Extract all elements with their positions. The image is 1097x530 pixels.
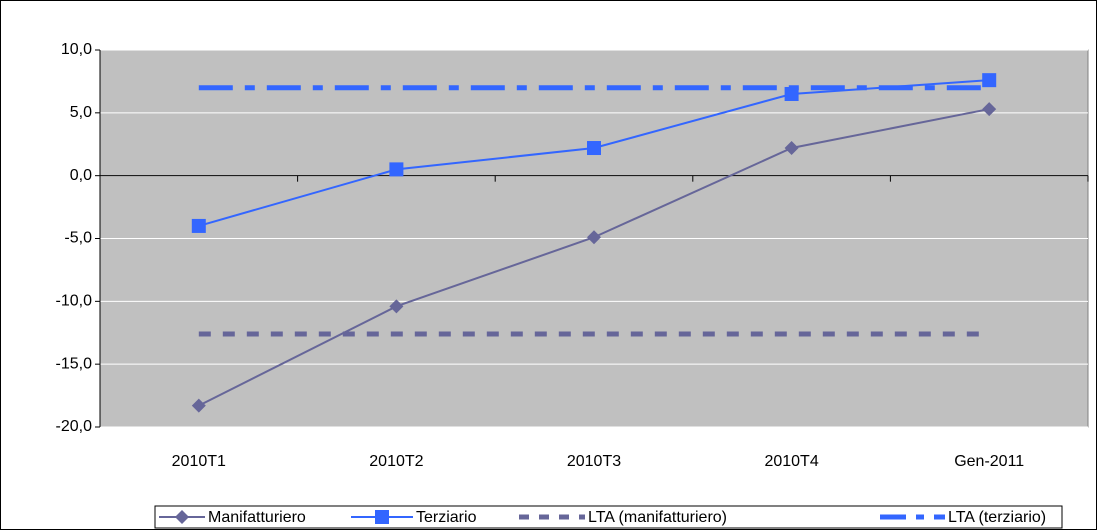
y-tick-label: -5,0 xyxy=(64,230,92,247)
y-tick-label: 10,0 xyxy=(61,41,92,58)
legend-marker xyxy=(175,510,189,524)
data-point xyxy=(587,230,601,245)
x-tick-label: 2010T3 xyxy=(567,453,621,470)
legend-marker xyxy=(375,510,389,524)
data-point xyxy=(982,102,997,117)
legend-label: LTA (manifatturiero) xyxy=(588,509,727,526)
legend-label: Terziario xyxy=(416,509,477,526)
data-point xyxy=(191,398,206,413)
y-tick-label: -20,0 xyxy=(56,418,93,435)
data-point xyxy=(191,218,206,233)
y-tick-label: 0,0 xyxy=(70,167,92,184)
x-tick-label: Gen-2011 xyxy=(954,453,1024,470)
y-tick-label: 5,0 xyxy=(70,104,92,121)
x-tick-label: 2010T2 xyxy=(369,453,423,470)
legend-label: LTA (terziario) xyxy=(948,509,1046,526)
data-point xyxy=(587,141,601,156)
y-tick-label: -15,0 xyxy=(56,355,93,372)
data-point xyxy=(389,162,404,177)
data-point xyxy=(784,141,799,156)
legend-label: Manifatturiero xyxy=(208,509,306,526)
x-tick-label: 2010T1 xyxy=(172,453,226,470)
x-tick-label: 2010T4 xyxy=(764,453,818,470)
y-tick-label: -10,0 xyxy=(56,293,93,310)
data-point xyxy=(982,73,997,88)
data-point xyxy=(784,86,799,101)
data-point xyxy=(389,299,404,314)
